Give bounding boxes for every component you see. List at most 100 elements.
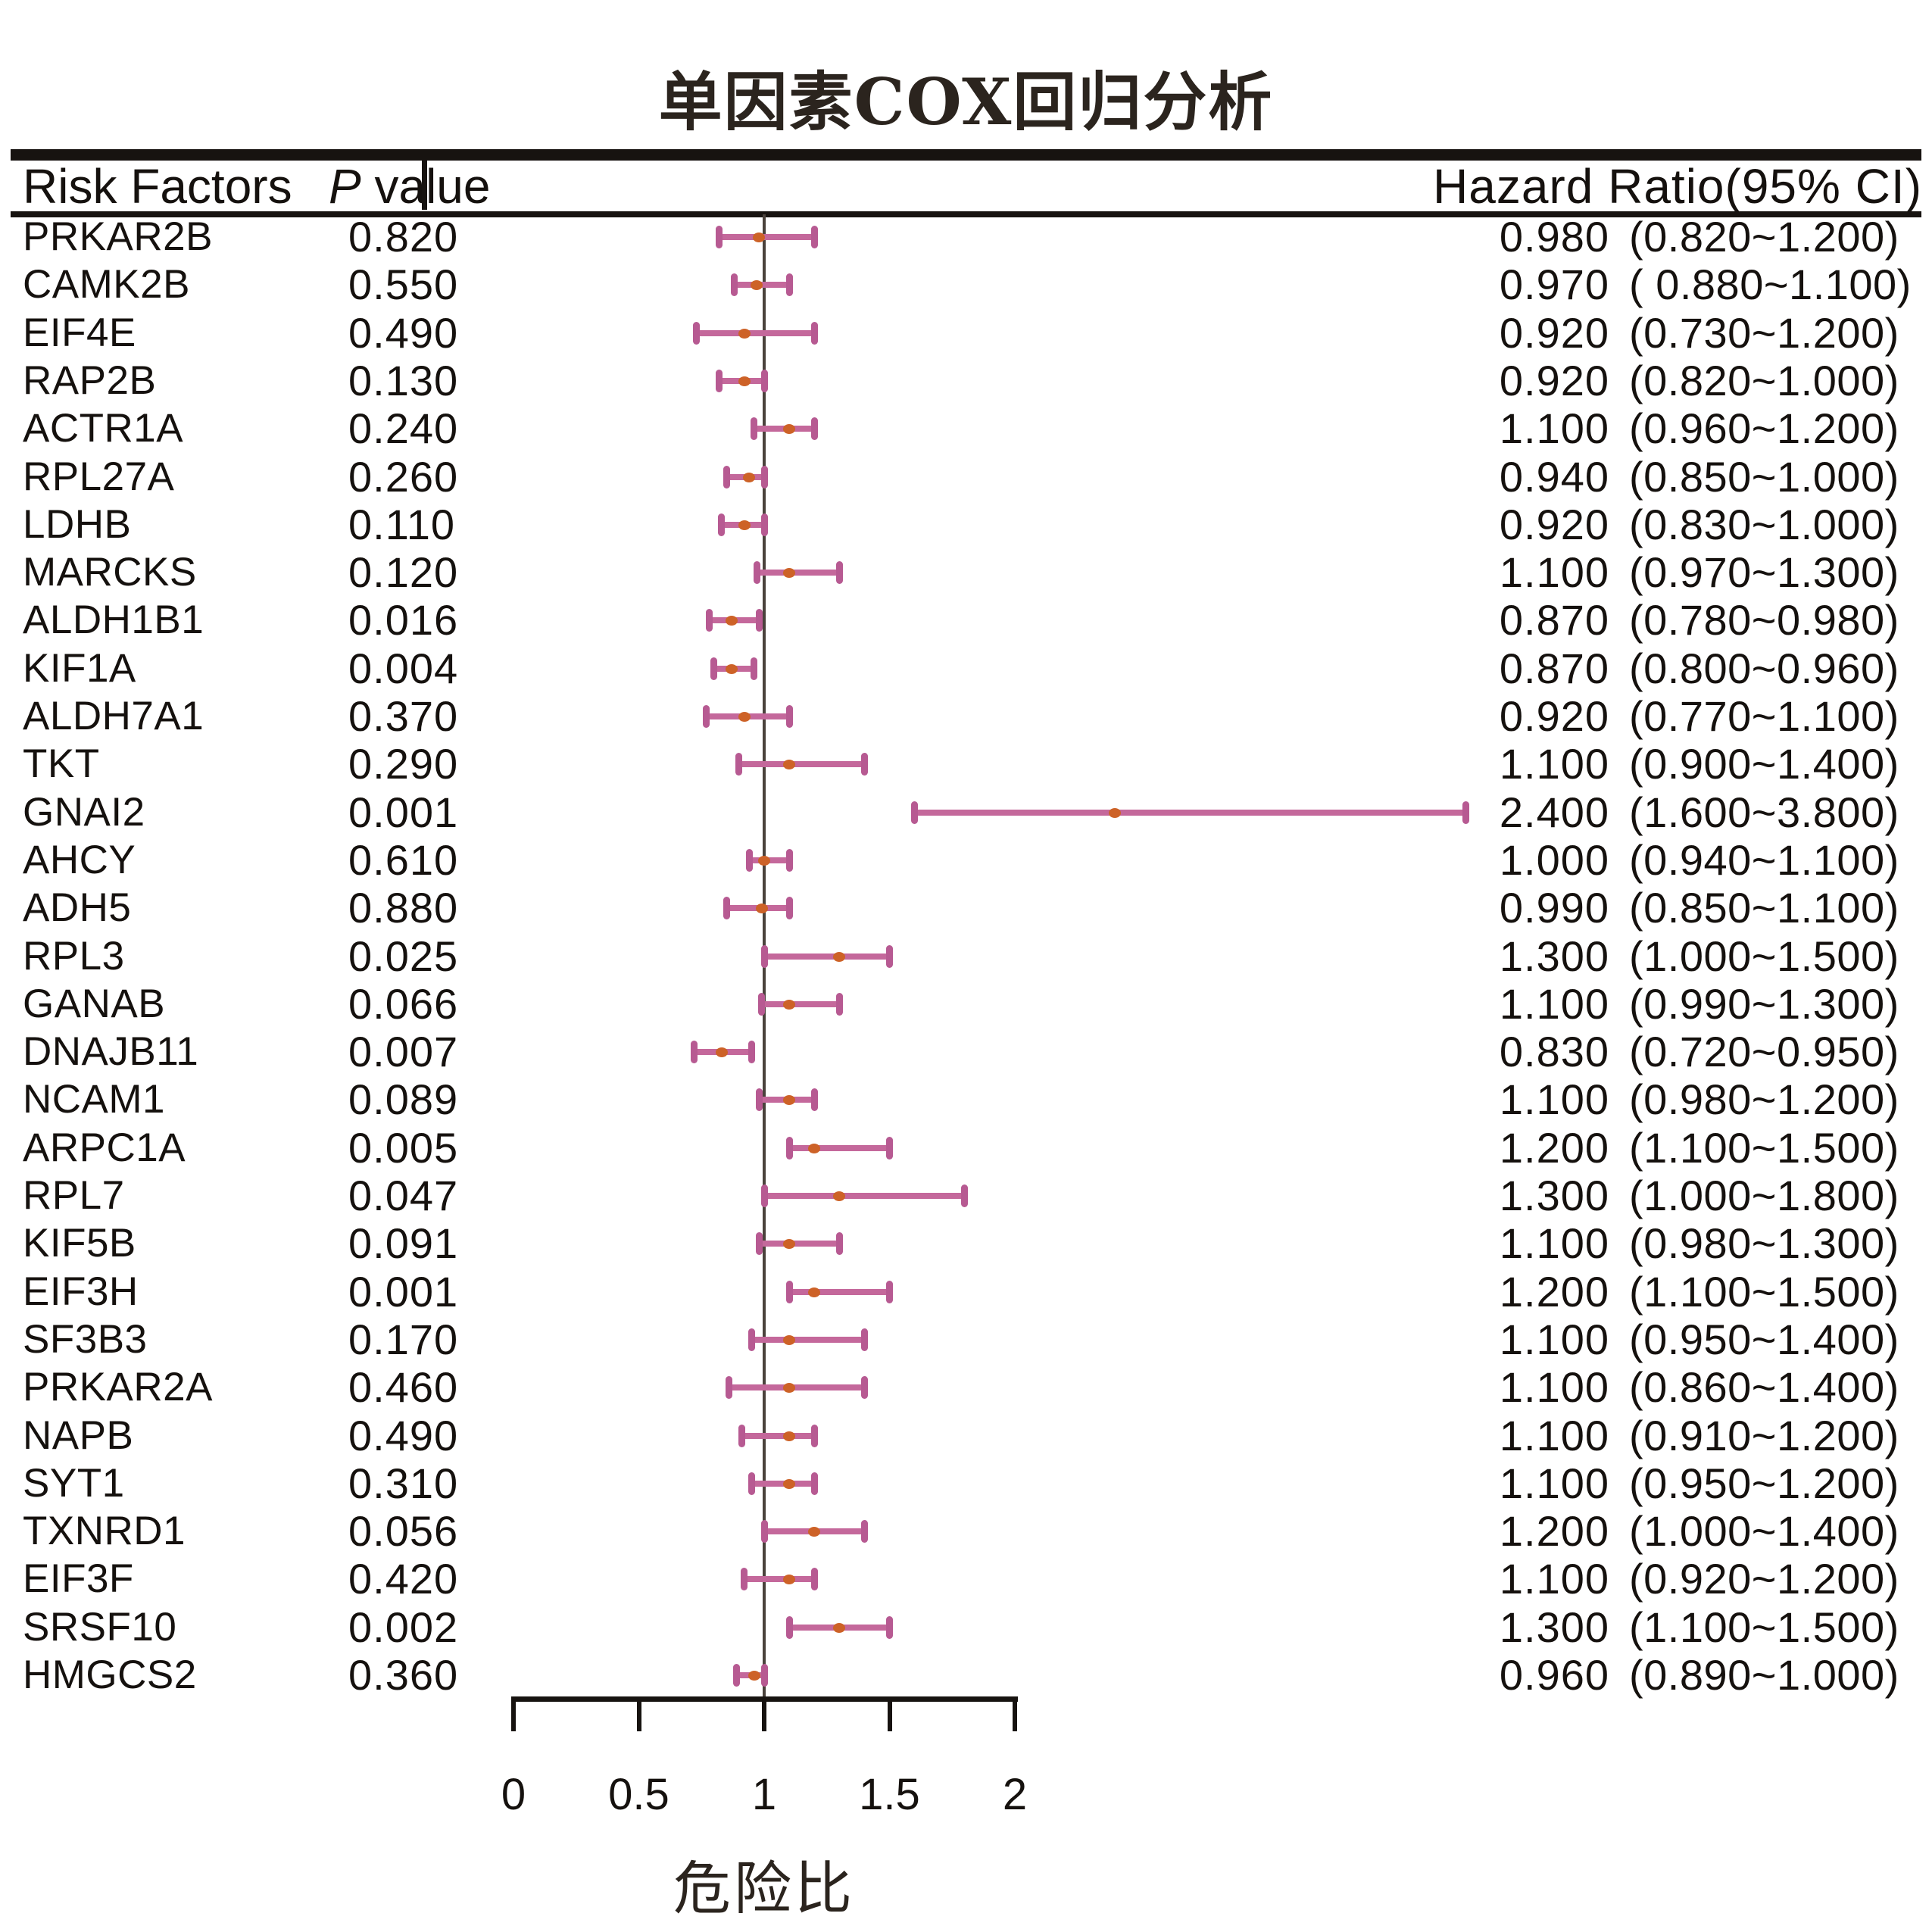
ci-bar: [914, 809, 1466, 816]
hazard-ratio-text: 0.920 (0.830~1.000): [1483, 501, 1899, 549]
p-value: 0.490: [348, 1411, 459, 1459]
ci-bar: [757, 570, 840, 576]
confidence-interval: (0.730~1.200): [1629, 308, 1899, 357]
risk-factor-label: RAP2B: [23, 357, 157, 403]
table-row: PRKAR2A 0.460 1.100 (0.860~1.400): [0, 1363, 1932, 1412]
hazard-ratio-value: 1.100: [1499, 404, 1609, 453]
table-row: ADH5 0.880 0.990 (0.850~1.100): [0, 884, 1932, 932]
x-axis-tick: [511, 1696, 516, 1731]
column-header-hazard-ratio: Hazard Ratio(95% CI): [1433, 159, 1922, 214]
hazard-ratio-point: [783, 1334, 796, 1345]
risk-factor-label: HMGCS2: [23, 1653, 197, 1697]
hazard-ratio-text: 2.400 (1.600~3.800): [1483, 788, 1899, 837]
ci-upper-cap: [760, 465, 768, 488]
hazard-ratio-text: 0.870 (0.780~0.980): [1483, 596, 1899, 645]
hazard-ratio-point: [783, 1095, 796, 1106]
hazard-ratio-text: 0.920 (0.820~1.000): [1483, 357, 1899, 405]
hazard-ratio-value: 0.920: [1499, 500, 1609, 548]
hazard-ratio-point: [783, 999, 796, 1010]
hazard-ratio-point: [738, 520, 751, 530]
ci-lower-cap: [760, 1520, 768, 1543]
ci-lower-cap: [748, 1472, 755, 1495]
hazard-ratio-value: 1.300: [1499, 1603, 1609, 1651]
hazard-ratio-point: [783, 1478, 796, 1489]
risk-factor-label: TKT: [23, 741, 100, 787]
confidence-interval: (1.600~3.800): [1629, 788, 1899, 836]
hazard-ratio-value: 0.960: [1499, 1651, 1609, 1699]
confidence-interval: (0.970~1.300): [1629, 548, 1899, 597]
hazard-ratio-value: 1.100: [1499, 1219, 1609, 1268]
ci-lower-cap: [760, 1184, 768, 1207]
hazard-ratio-text: 1.100 (0.860~1.400): [1483, 1363, 1899, 1412]
hazard-ratio-value: 1.200: [1499, 1267, 1609, 1316]
confidence-interval: (0.950~1.400): [1629, 1315, 1899, 1363]
column-header-p-value: P value: [329, 161, 490, 212]
hazard-ratio-text: 0.940 (0.850~1.000): [1483, 453, 1899, 501]
hazard-ratio-value: 2.400: [1499, 788, 1609, 836]
p-value: 0.002: [348, 1603, 459, 1651]
table-row: EIF4E 0.490 0.920 (0.730~1.200): [0, 309, 1932, 357]
ci-bar: [789, 1288, 890, 1295]
ci-lower-cap: [703, 705, 710, 728]
ci-lower-cap: [785, 1280, 793, 1303]
p-value: 0.091: [348, 1219, 459, 1268]
table-row: SYT1 0.310 1.100 (0.950~1.200): [0, 1459, 1932, 1508]
hazard-ratio-text: 1.100 (0.970~1.300): [1483, 548, 1899, 597]
ci-upper-cap: [835, 561, 843, 585]
ci-lower-cap: [911, 801, 919, 824]
risk-factor-label: DNAJB11: [23, 1029, 199, 1075]
hazard-ratio-point: [808, 1143, 821, 1153]
risk-factor-label: RPL7: [23, 1173, 125, 1218]
ci-lower-cap: [723, 897, 730, 920]
p-value: 0.360: [348, 1651, 459, 1699]
hazard-ratio-point: [725, 616, 738, 626]
x-axis-title: 危险比: [673, 1855, 855, 1922]
table-row: HMGCS2 0.360 0.960 (0.890~1.000): [0, 1651, 1932, 1699]
table-row: RPL3 0.025 1.300 (1.000~1.500): [0, 932, 1932, 981]
ci-lower-cap: [693, 321, 701, 345]
x-axis-tick-label: 0.5: [608, 1770, 669, 1819]
ci-upper-cap: [810, 226, 818, 248]
ci-upper-cap: [810, 1472, 818, 1495]
hazard-ratio-text: 0.990 (0.850~1.100): [1483, 884, 1899, 932]
ci-bar: [764, 953, 890, 960]
ci-bar: [751, 1336, 865, 1343]
risk-factor-label: ADH5: [23, 885, 132, 931]
p-value: 0.420: [348, 1555, 459, 1603]
ci-upper-cap: [860, 753, 868, 776]
confidence-interval: (0.770~1.100): [1629, 692, 1899, 740]
ci-lower-cap: [738, 1424, 745, 1447]
risk-factor-label: NAPB: [23, 1412, 134, 1458]
table-row: LDHB 0.110 0.920 (0.830~1.000): [0, 501, 1932, 549]
risk-factor-label: NCAM1: [23, 1077, 166, 1122]
ci-lower-cap: [755, 1232, 763, 1256]
ci-upper-cap: [748, 1041, 755, 1064]
confidence-interval: (0.980~1.300): [1629, 1219, 1899, 1268]
confidence-interval: (1.100~1.500): [1629, 1603, 1899, 1651]
hazard-ratio-value: 1.200: [1499, 1123, 1609, 1172]
hazard-ratio-point: [755, 904, 768, 914]
hazard-ratio-point: [738, 328, 751, 339]
hazard-ratio-value: 0.830: [1499, 1028, 1609, 1076]
hazard-ratio-point: [783, 1239, 796, 1250]
hazard-ratio-value: 1.100: [1499, 1363, 1609, 1412]
risk-factor-label: AHCY: [23, 837, 136, 882]
p-value: 0.056: [348, 1507, 459, 1556]
hazard-ratio-value: 1.100: [1499, 979, 1609, 1028]
ci-upper-cap: [886, 944, 893, 968]
p-value-rest: value: [374, 159, 491, 214]
hazard-ratio-value: 1.100: [1499, 1459, 1609, 1507]
table-row: RPL7 0.047 1.300 (1.000~1.800): [0, 1172, 1932, 1220]
ci-bar: [741, 1432, 815, 1439]
table-row: TKT 0.290 1.100 (0.900~1.400): [0, 740, 1932, 788]
hazard-ratio-point: [738, 376, 751, 386]
column-divider-line: [422, 157, 427, 210]
confidence-interval: (1.100~1.500): [1629, 1123, 1899, 1172]
hazard-ratio-point: [833, 1191, 846, 1201]
hazard-ratio-point: [808, 1287, 821, 1297]
table-row: MARCKS 0.120 1.100 (0.970~1.300): [0, 548, 1932, 597]
hazard-ratio-point: [808, 1527, 821, 1537]
table-row: ACTR1A 0.240 1.100 (0.960~1.200): [0, 404, 1932, 453]
p-value: 0.025: [348, 932, 459, 980]
p-value: 0.820: [348, 213, 459, 261]
